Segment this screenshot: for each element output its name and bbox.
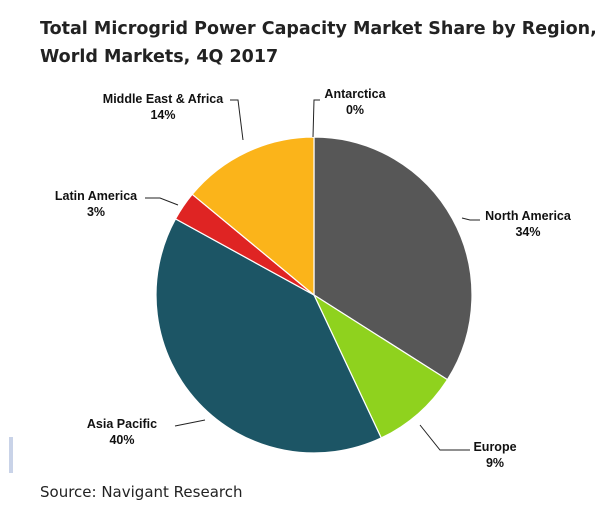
label-europe: Europe [473, 440, 516, 454]
label-north-america: North America [485, 209, 572, 223]
leader-line-europe [419, 424, 470, 451]
value-label-latin-america: 3% [87, 205, 105, 219]
value-label-north-america: 34% [515, 225, 540, 239]
chart-title-line-2: World Markets, 4Q 2017 [40, 47, 278, 67]
leader-line-asia-pacific [174, 419, 206, 427]
leader-line-latin-america [145, 197, 179, 206]
leader-line-antarctica [312, 99, 320, 138]
label-asia-pacific: Asia Pacific [87, 417, 157, 431]
pie-slices [155, 136, 473, 454]
slice-north-america [313, 136, 473, 381]
value-label-europe: 9% [486, 456, 504, 470]
leader-line-middle-east-and-africa [230, 99, 244, 141]
value-label-middle-east-and-africa: 14% [150, 108, 175, 122]
value-label-asia-pacific: 40% [109, 433, 134, 447]
slice-middle-east-and-africa [191, 136, 315, 297]
slice-labels: North America 34% Europe 9% Asia Pacific 40% L… [55, 87, 572, 470]
value-label-antarctica: 0% [346, 103, 364, 117]
side-marker [9, 437, 13, 473]
chart-title-line-1: Total Microgrid Power Capacity Market Sh… [40, 19, 597, 39]
label-middle-east-and-africa: Middle East & Africa [103, 92, 224, 106]
label-latin-america: Latin America [55, 189, 138, 203]
slice-asia-pacific [155, 218, 383, 454]
leader-line-north-america [461, 217, 480, 221]
chart-source: Source: Navigant Research [40, 483, 242, 501]
label-antarctica: Antarctica [324, 87, 386, 101]
slice-europe [312, 293, 449, 439]
